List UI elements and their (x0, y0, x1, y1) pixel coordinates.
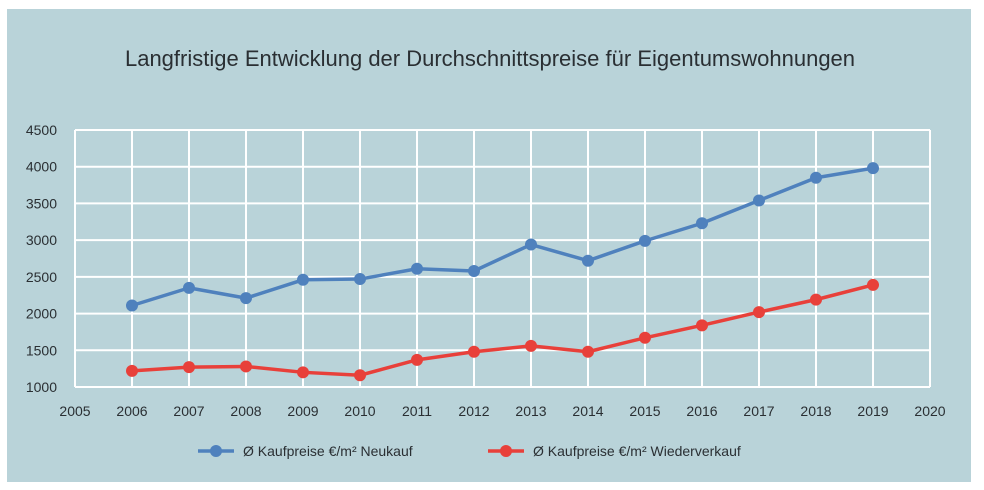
data-point (354, 273, 366, 286)
x-tick-label: 2012 (458, 403, 489, 419)
legend-label: Ø Kaufpreise €/m² Neukauf (243, 443, 413, 459)
data-point (126, 299, 138, 312)
data-point (183, 281, 195, 294)
y-tick-label: 2000 (26, 306, 57, 322)
legend-marker-icon (210, 445, 222, 457)
data-point (411, 262, 423, 275)
y-tick-label: 2500 (26, 269, 57, 285)
x-tick-label: 2015 (629, 403, 660, 419)
chart-panel (7, 9, 971, 482)
data-point (696, 319, 708, 332)
data-point (525, 238, 537, 251)
y-tick-label: 3000 (26, 232, 57, 248)
x-tick-label: 2005 (59, 403, 90, 419)
data-point (183, 361, 195, 374)
y-tick-label: 4000 (26, 159, 57, 175)
data-point (468, 264, 480, 277)
data-point (867, 162, 879, 175)
data-point (753, 194, 765, 207)
y-tick-label: 3500 (26, 195, 57, 211)
data-point (696, 217, 708, 230)
data-point (525, 339, 537, 352)
data-point (354, 369, 366, 382)
chart-title: Langfristige Entwicklung der Durchschnit… (125, 46, 855, 71)
series-line (131, 166, 874, 308)
y-tick-label: 1500 (26, 342, 57, 358)
grid (74, 129, 931, 388)
data-point (639, 234, 651, 247)
data-point (240, 360, 252, 373)
data-point (582, 345, 594, 358)
data-point (810, 293, 822, 306)
data-point (126, 364, 138, 377)
data-point (297, 273, 309, 286)
data-point (240, 292, 252, 305)
x-tick-label: 2018 (800, 403, 831, 419)
data-point (810, 171, 822, 184)
data-point (753, 306, 765, 319)
x-tick-label: 2010 (344, 403, 375, 419)
series-neukauf (126, 162, 879, 312)
x-tick-label: 2008 (230, 403, 261, 419)
x-tick-label: 2017 (743, 403, 774, 419)
series-wiederverkauf (126, 278, 879, 382)
y-axis-ticks: 4500 4000 3500 3000 2500 2000 1500 1000 (26, 122, 57, 395)
data-point (582, 254, 594, 267)
y-tick-label: 1000 (26, 379, 57, 395)
x-tick-label: 2020 (914, 403, 945, 419)
data-point (639, 331, 651, 344)
x-tick-label: 2006 (116, 403, 147, 419)
x-tick-label: 2011 (402, 403, 432, 419)
legend: Ø Kaufpreise €/m² Neukauf Ø Kaufpreise €/… (198, 443, 741, 459)
x-tick-label: 2019 (857, 403, 888, 419)
x-tick-label: 2009 (287, 403, 318, 419)
x-axis-ticks: 2005 2006 2007 2008 2009 2010 2011 2012 2013 2014… (59, 403, 945, 419)
y-tick-label: 4500 (26, 122, 57, 138)
series (126, 162, 879, 382)
legend-marker-icon (500, 445, 512, 457)
series-line (131, 283, 874, 378)
data-point (867, 278, 879, 291)
x-tick-label: 2014 (572, 403, 603, 419)
legend-label: Ø Kaufpreise €/m² Wiederverkauf (533, 443, 741, 459)
data-point (468, 345, 480, 358)
legend-item: Ø Kaufpreise €/m² Wiederverkauf (488, 443, 741, 459)
data-point (297, 366, 309, 379)
legend-item: Ø Kaufpreise €/m² Neukauf (198, 443, 413, 459)
x-tick-label: 2013 (515, 403, 546, 419)
x-tick-label: 2007 (173, 403, 204, 419)
data-point (411, 353, 423, 366)
x-tick-label: 2016 (686, 403, 717, 419)
